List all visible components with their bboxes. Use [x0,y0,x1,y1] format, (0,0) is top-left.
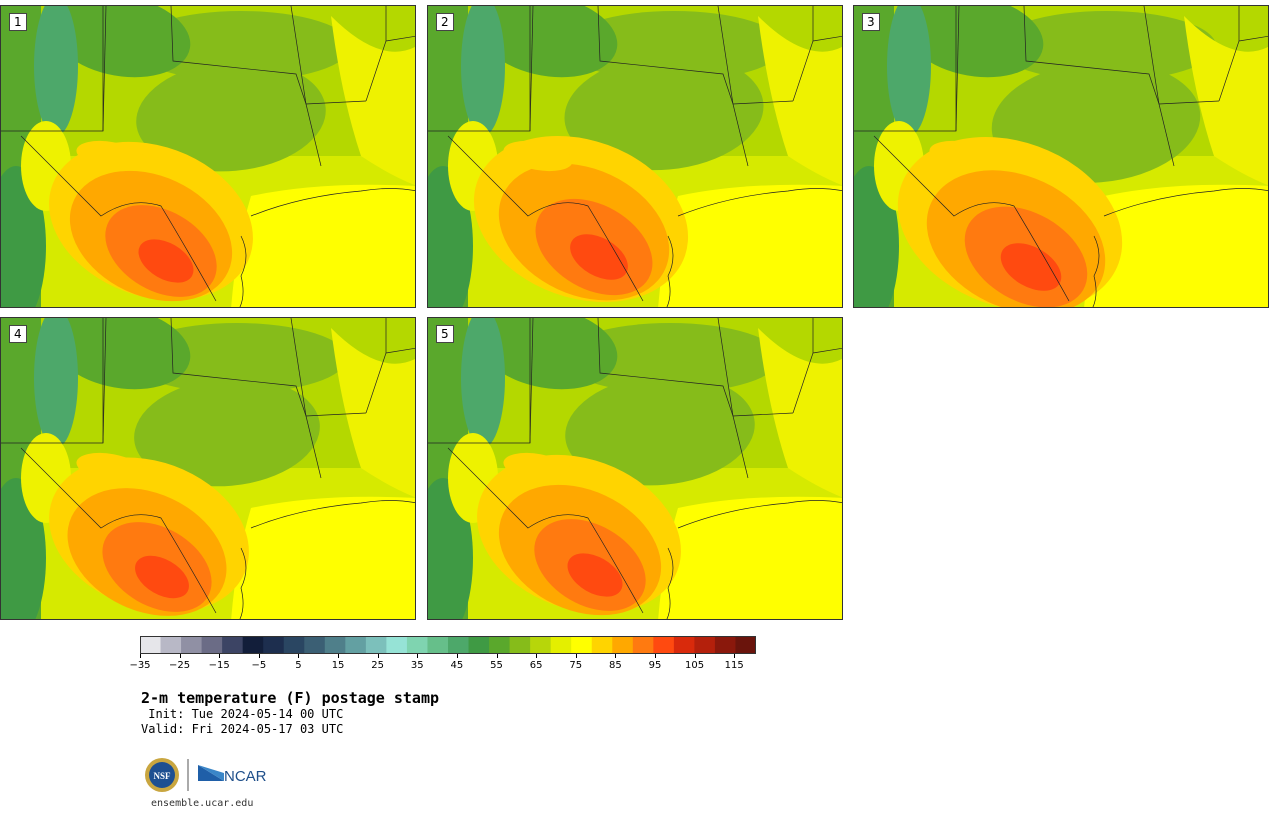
colorbar-tick [575,654,577,658]
colorbar-tick-label: 75 [569,660,583,671]
init-time: Init: Tue 2024-05-14 00 UTC [141,707,344,721]
colorbar-tick [654,654,656,658]
colorbar-tick-label: −15 [208,660,230,671]
colorbar-bin [489,636,511,654]
colorbar-bin [714,636,736,654]
colorbar-tick [694,654,696,658]
sponsor-logos: NSF NCAR [144,757,274,795]
temperature-map [428,318,842,619]
colorbar-tick [219,654,221,658]
colorbar-bin [632,636,654,654]
colorbar-tick-label: 55 [490,660,503,671]
nsf-logo-icon: NSF [145,758,179,792]
colorbar-bin [571,636,593,654]
colorbar-tick-label: 115 [724,660,744,671]
colorbar-bin [468,636,490,654]
colorbar-tick [615,654,617,658]
panel-1: 1 [0,5,416,308]
panel-3: 3 [853,5,1269,308]
colorbar-bin [324,636,346,654]
colorbar-bin [140,636,162,654]
ncar-logo-text: NCAR [224,768,267,785]
colorbar-bin [653,636,675,654]
colorbar-tick [734,654,736,658]
colorbar-bin [612,636,634,654]
colorbar-bin [242,636,264,654]
ncar-logo-icon: NCAR [198,765,267,785]
colorbar-tick [140,654,141,658]
colorbar-bin [365,636,387,654]
source-url: ensemble.ucar.edu [151,798,254,809]
colorbar-tick-label: −5 [251,660,267,671]
colorbar-bin [530,636,552,654]
plot-title: 2-m temperature (F) postage stamp [141,689,440,707]
colorbar-tick [417,654,419,658]
colorbar-tick-label: −25 [169,660,191,671]
colorbar-bin [263,636,285,654]
colorbar-bin [386,636,408,654]
colorbar-tick-labels: −35 −25 −15 −5 5 15 25 35 45 55 65 75 85 95 105 115 [129,654,756,674]
temperature-map [1,318,415,619]
panel-number: 5 [436,325,454,343]
colorbar-bin [694,636,716,654]
panel-number: 2 [436,13,454,31]
colorbar-tick [377,654,379,658]
colorbar-bin [673,636,695,654]
colorbar-bin [735,636,756,654]
colorbar-bin [345,636,367,654]
valid-time: Valid: Fri 2024-05-17 03 UTC [141,722,344,736]
colorbar-tick-label: 95 [648,660,662,671]
colorbar-bin [406,636,428,654]
colorbar-tick [179,654,181,658]
colorbar-bin [509,636,531,654]
temperature-map [1,6,415,307]
colorbar-bin [591,636,613,654]
panel-5: 5 [427,317,843,620]
colorbar-tick [298,654,300,658]
colorbar-bin [427,636,449,654]
colorbar-tick-label: 35 [410,660,424,671]
colorbar-tick [496,654,498,658]
colorbar-tick-label: 105 [685,660,705,671]
colorbar-tick-label: 45 [450,660,464,671]
colorbar-bin [448,636,470,654]
panel-number: 4 [9,325,27,343]
colorbar [140,636,756,654]
colorbar-tick-label: 5 [295,660,302,671]
colorbar-bin [181,636,203,654]
colorbar-tick [536,654,538,658]
colorbar-tick-label: 65 [529,660,543,671]
temperature-map [428,6,842,307]
colorbar-bin [222,636,244,654]
panel-number: 1 [9,13,27,31]
colorbar-bin [550,636,572,654]
colorbar-tick-label: 25 [371,660,385,671]
colorbar-tick [258,654,260,658]
colorbar-tick-label: 15 [331,660,345,671]
colorbar-bin [283,636,305,654]
colorbar-tick-label: −35 [129,660,151,671]
panel-2: 2 [427,5,843,308]
colorbar-bin [201,636,223,654]
panel-4: 4 [0,317,416,620]
colorbar-tick-label: 85 [608,660,622,671]
colorbar-tick [338,654,340,658]
colorbar-tick [456,654,458,658]
panel-number: 3 [862,13,880,31]
nsf-logo-text: NSF [153,771,171,781]
colorbar-bin [304,636,326,654]
temperature-map [854,6,1268,307]
colorbar-bin [160,636,182,654]
